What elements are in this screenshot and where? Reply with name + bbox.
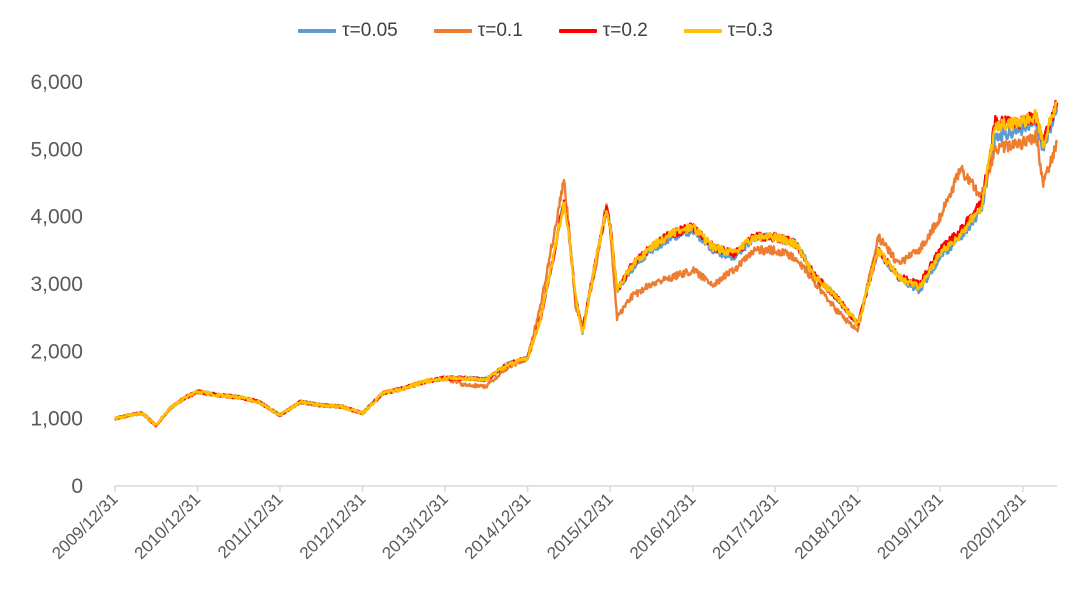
series-line-1	[113, 129, 1059, 427]
y-tick-label: 2,000	[30, 340, 83, 363]
legend-swatch	[433, 29, 472, 33]
legend: τ=0.05 τ=0.1 τ=0.2 τ=0.3	[0, 20, 1071, 42]
x-tick-label: 2012/12/31	[296, 489, 370, 563]
x-tick-label: 2013/12/31	[378, 489, 452, 563]
x-tick-label: 2019/12/31	[873, 489, 947, 563]
y-tick-label: 0	[71, 475, 83, 498]
x-tick-label: 2009/12/31	[48, 489, 122, 563]
legend-label: τ=0.1	[477, 20, 523, 41]
y-tick-label: 3,000	[30, 273, 83, 296]
legend-label: τ=0.3	[727, 20, 773, 41]
series-line-3	[114, 101, 1058, 427]
legend-item: τ=0.3	[683, 20, 773, 42]
y-tick-label: 6,000	[30, 71, 83, 94]
y-tick-label: 1,000	[30, 408, 83, 431]
legend-item: τ=0.2	[558, 20, 648, 42]
x-tick-label: 2016/12/31	[626, 489, 700, 563]
x-tick-label: 2015/12/31	[543, 489, 617, 563]
legend-label: τ=0.2	[602, 20, 648, 41]
legend-swatch	[558, 29, 597, 33]
series-line-2	[114, 99, 1059, 428]
series-line-0	[113, 108, 1059, 427]
legend-swatch	[298, 29, 337, 33]
x-tick-label: 2011/12/31	[214, 489, 287, 562]
y-tick-label: 4,000	[30, 206, 83, 229]
legend-item: τ=0.05	[298, 20, 398, 42]
x-tick-label: 2014/12/31	[461, 489, 535, 563]
legend-label: τ=0.05	[342, 20, 398, 41]
x-tick-label: 2010/12/31	[131, 489, 205, 563]
x-tick-label: 2017/12/31	[708, 489, 782, 563]
x-tick-label: 2020/12/31	[956, 489, 1030, 563]
y-tick-label: 5,000	[30, 138, 83, 161]
legend-item: τ=0.1	[433, 20, 523, 42]
x-tick-label: 2018/12/31	[791, 489, 865, 563]
legend-swatch	[683, 29, 722, 33]
